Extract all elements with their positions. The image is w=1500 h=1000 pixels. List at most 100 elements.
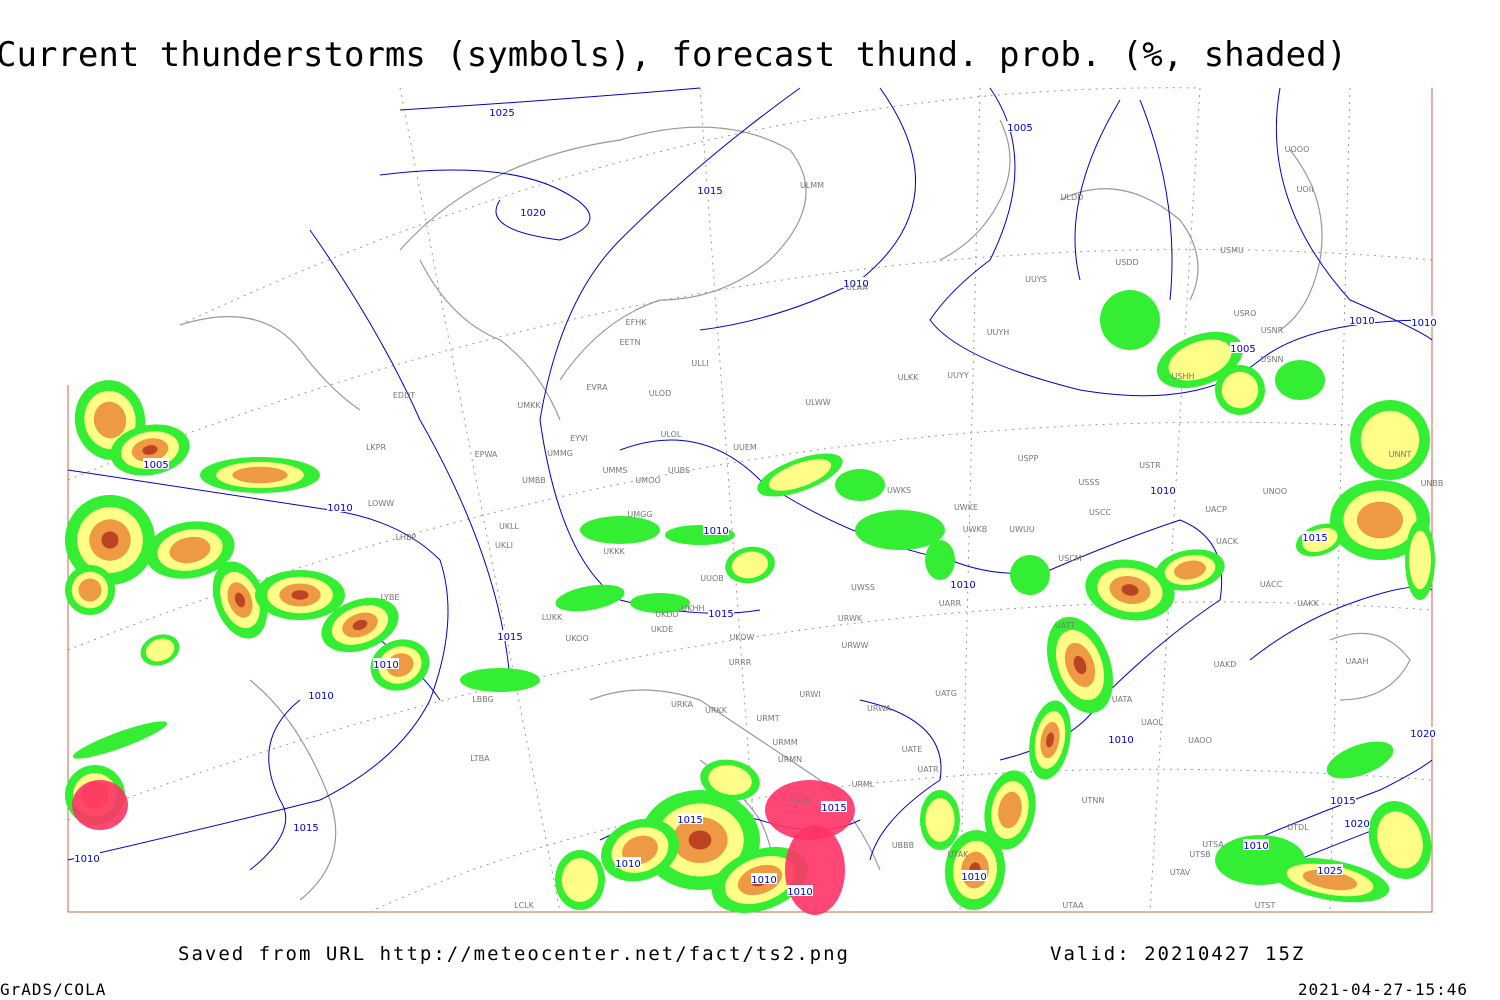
- station-label: UAKD: [1214, 660, 1237, 669]
- isobar-label: 1010: [1108, 735, 1133, 746]
- station-label: UWKE: [954, 503, 978, 512]
- isobar-label-bg: [373, 658, 399, 669]
- station-label: USDD: [1115, 258, 1138, 267]
- isobar-label: 1010: [843, 279, 868, 290]
- isobar-label: 1010: [1411, 318, 1436, 329]
- valid-time: Valid: 20210427 15Z: [1050, 943, 1305, 965]
- probability-area: [291, 590, 309, 600]
- probability-area: [630, 593, 690, 613]
- station-label: URMN: [778, 755, 802, 764]
- probability-area: [72, 721, 168, 759]
- isobar-label: 1025: [1317, 866, 1342, 877]
- isobar-label: 1010: [950, 580, 975, 591]
- coastline: [179, 119, 1411, 901]
- station-label: UAAH: [1345, 657, 1368, 666]
- station-label: ULDD: [1061, 193, 1084, 202]
- isobar-label: 1010: [74, 854, 99, 865]
- probability-area: [78, 578, 102, 602]
- probability-area: [460, 668, 540, 692]
- station-label: UMBB: [522, 476, 546, 485]
- isobar-label: 1015: [293, 823, 318, 834]
- isobar-label: 1010: [703, 526, 728, 537]
- station-label: UATR: [917, 765, 939, 774]
- isobar-label-bg: [1344, 817, 1370, 828]
- station-label: USNN: [1261, 355, 1284, 364]
- station-label: UATT: [1055, 621, 1075, 630]
- station-label: UKLL: [499, 522, 520, 531]
- probability-area: [352, 619, 368, 631]
- station-label: URWI: [799, 690, 820, 699]
- isobar-label-bg: [751, 873, 777, 884]
- probability-area: [1302, 869, 1358, 891]
- probability-area: [93, 401, 127, 439]
- station-label: UNOO: [1263, 487, 1287, 496]
- station-label: LCLK: [514, 901, 535, 910]
- station-label: LTBA: [470, 754, 490, 763]
- station-label: UNNT: [1389, 450, 1412, 459]
- station-label: UMGG: [627, 510, 652, 519]
- isobar-label: 1010: [615, 859, 640, 870]
- isobar-label: 1020: [1344, 819, 1369, 830]
- thunderstorm-area: [765, 780, 855, 840]
- station-label: UTST: [1255, 901, 1276, 910]
- isobar-label: 1015: [1302, 533, 1327, 544]
- station-label: URML: [852, 780, 875, 789]
- probability-area: [708, 765, 752, 795]
- timestamp: 2021-04-27-15:46: [1298, 980, 1468, 999]
- isobar-label-bg: [787, 885, 813, 896]
- station-label: LYBE: [381, 593, 400, 602]
- isobar-label-bg: [293, 821, 319, 832]
- station-label: URMT: [756, 714, 779, 723]
- isobar-label-bg: [1317, 864, 1343, 875]
- station-label: UTSB: [1189, 850, 1210, 859]
- probability-area: [1275, 360, 1325, 400]
- isobar-label-bg: [74, 852, 100, 863]
- map-base: [67, 87, 1433, 913]
- station-label: URMM: [772, 738, 797, 747]
- station-label: LHBP: [396, 533, 417, 542]
- station-label: ULKK: [898, 373, 920, 382]
- station-label: UACK: [1216, 537, 1239, 546]
- probability-area: [232, 466, 288, 484]
- probability-area: [1360, 410, 1420, 470]
- isobar-label-bg: [708, 607, 734, 618]
- probability-area: [1073, 655, 1087, 675]
- station-label: UWKS: [887, 486, 911, 495]
- station-label: USHH: [1172, 372, 1195, 381]
- station-label: UWUU: [1009, 525, 1035, 534]
- probability-area: [561, 858, 599, 902]
- station-label: URKK: [705, 706, 728, 715]
- station-label: UUYY: [947, 371, 969, 380]
- probability-area: [1010, 555, 1050, 595]
- isobar-label: 1015: [497, 632, 522, 643]
- station-label: URWA: [867, 704, 892, 713]
- isobar-label-bg: [615, 857, 641, 868]
- station-label: LOWW: [368, 499, 394, 508]
- station-label: UMMG: [547, 449, 573, 458]
- isobar-label-bg: [821, 801, 847, 812]
- probability-area: [1377, 811, 1423, 869]
- isobar-label-bg: [520, 206, 546, 217]
- isobar-label: 1015: [1330, 796, 1355, 807]
- station-label: UUEM: [733, 443, 757, 452]
- isobar-label: 1010: [327, 503, 352, 514]
- station-label: USCM: [1058, 554, 1082, 563]
- station-label: UUOB: [700, 574, 724, 583]
- station-label: UAOL: [1141, 718, 1163, 727]
- isobar-label-bg: [327, 501, 353, 512]
- station-label: USTR: [1139, 461, 1161, 470]
- station-label: USSS: [1078, 478, 1099, 487]
- station-label: ULWW: [805, 398, 830, 407]
- probability-area: [1409, 530, 1431, 590]
- probability-area: [1121, 584, 1139, 596]
- isobar-label: 1010: [961, 872, 986, 883]
- isobar-label: 1005: [1230, 344, 1255, 355]
- isobar-label-bg: [308, 689, 334, 700]
- station-label: UUYS: [1025, 275, 1047, 284]
- probability-area: [142, 445, 158, 455]
- probability-area: [835, 469, 885, 501]
- station-label: UWKB: [963, 525, 988, 534]
- station-label: EFHK: [626, 318, 648, 327]
- station-label: EYVI: [570, 434, 588, 443]
- station-label: UTAA: [1062, 901, 1084, 910]
